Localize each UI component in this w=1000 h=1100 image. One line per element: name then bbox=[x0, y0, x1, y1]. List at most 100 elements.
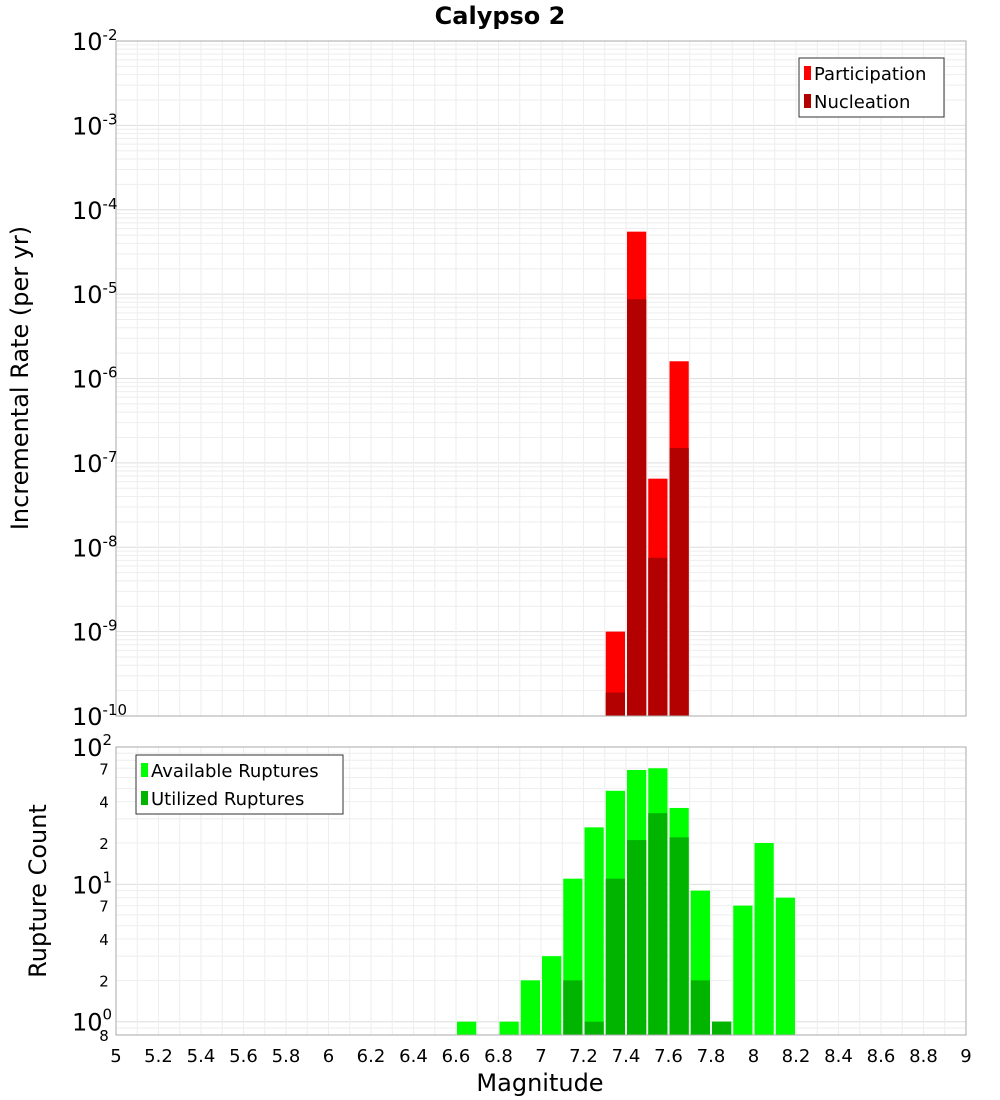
x-tick-label: 8 bbox=[748, 1046, 759, 1067]
bar-available-ruptures bbox=[542, 956, 562, 1035]
x-tick-label: 6.4 bbox=[399, 1046, 428, 1067]
y-tick-minor: 8 bbox=[99, 1027, 109, 1045]
y-tick-base: 10 bbox=[72, 197, 103, 225]
bar-available-ruptures bbox=[499, 1021, 519, 1035]
legend: Available Ruptures Utilized Ruptures bbox=[135, 754, 344, 815]
x-tick-label: 6 bbox=[323, 1046, 334, 1067]
y-tick-label: 10-9 bbox=[72, 617, 118, 647]
x-tick-label: 5.4 bbox=[187, 1046, 216, 1067]
bar-available-ruptures bbox=[457, 1021, 477, 1035]
y-tick-label: 101 bbox=[72, 868, 112, 899]
y-tick-base: 10 bbox=[72, 871, 103, 899]
y-tick-base: 10 bbox=[72, 1009, 103, 1037]
plot-frame bbox=[115, 746, 967, 1036]
y-tick-exp: -2 bbox=[103, 26, 118, 44]
y-tick-label: 102 bbox=[72, 731, 112, 762]
x-tick-label: 5.6 bbox=[229, 1046, 258, 1067]
legend-swatch bbox=[141, 763, 148, 777]
y-tick-label: 10-7 bbox=[72, 448, 118, 478]
y-tick-label: 10-8 bbox=[72, 532, 118, 562]
legend: Participation Nucleation bbox=[798, 57, 945, 118]
y-tick-minor: 2 bbox=[99, 835, 109, 853]
x-axis-label: Magnitude bbox=[476, 1069, 603, 1097]
y-tick-base: 10 bbox=[72, 703, 103, 731]
x-tick-label: 5.8 bbox=[272, 1046, 301, 1067]
legend-swatch bbox=[141, 791, 148, 805]
bar-utilized-ruptures bbox=[690, 980, 710, 1035]
x-tick-label: 8.2 bbox=[782, 1046, 811, 1067]
y-tick-label: 10-4 bbox=[72, 195, 118, 225]
legend-label: Utilized Ruptures bbox=[151, 789, 304, 810]
plot-frame bbox=[115, 40, 967, 717]
y-tick-base: 10 bbox=[72, 28, 103, 56]
x-tick-label: 6.8 bbox=[484, 1046, 513, 1067]
y-tick-exp: -10 bbox=[103, 701, 128, 719]
y-tick-base: 10 bbox=[72, 450, 103, 478]
grid bbox=[115, 747, 967, 1036]
bar-utilized-ruptures bbox=[605, 878, 625, 1035]
x-tick-label: 7.8 bbox=[697, 1046, 726, 1067]
y-tick-base: 10 bbox=[72, 281, 103, 309]
y-tick-base: 10 bbox=[72, 112, 103, 140]
y-tick-exp: 0 bbox=[103, 1006, 113, 1024]
bar-available-ruptures bbox=[584, 827, 604, 1035]
y-tick-base: 10 bbox=[72, 534, 103, 562]
y-tick-exp: -3 bbox=[103, 110, 118, 128]
y-tick-minor: 4 bbox=[99, 794, 109, 812]
y-tick-minor: 2 bbox=[99, 972, 109, 990]
legend-label: Participation bbox=[814, 64, 926, 85]
bars bbox=[457, 768, 795, 1035]
x-tick-label: 7 bbox=[535, 1046, 546, 1067]
legend-box bbox=[135, 754, 344, 815]
y-tick-label: 10-5 bbox=[72, 279, 118, 309]
y-tick-base: 10 bbox=[72, 366, 103, 394]
bar-nucleation bbox=[648, 557, 668, 716]
y-tick-minor: 7 bbox=[99, 760, 109, 778]
y-tick-minor: 4 bbox=[99, 931, 109, 949]
y-tick-label: 10-10 bbox=[72, 701, 127, 731]
bar-utilized-ruptures bbox=[712, 1021, 732, 1035]
bar-utilized-ruptures bbox=[584, 1021, 604, 1035]
x-tick-label: 7.4 bbox=[612, 1046, 641, 1067]
x-tick-label: 8.6 bbox=[867, 1046, 896, 1067]
y-tick-minor: 7 bbox=[99, 898, 109, 916]
x-tick-label: 5 bbox=[110, 1046, 121, 1067]
bar-utilized-ruptures bbox=[563, 980, 583, 1035]
x-tick-label: 9 bbox=[960, 1046, 971, 1067]
legend-swatch bbox=[804, 66, 811, 80]
x-tick-label: 8.8 bbox=[909, 1046, 938, 1067]
bar-nucleation bbox=[605, 692, 625, 716]
y-axis-label-top: Incremental Rate (per yr) bbox=[6, 226, 34, 530]
x-tick-label: 7.2 bbox=[569, 1046, 598, 1067]
chart-title: Calypso 2 bbox=[435, 2, 566, 30]
y-tick-exp: 1 bbox=[103, 868, 113, 886]
bar-available-ruptures bbox=[520, 980, 540, 1035]
bar-available-ruptures bbox=[754, 843, 774, 1035]
rate-plot: 10-210-310-410-510-610-710-810-910-10Par… bbox=[72, 26, 967, 731]
y-tick-exp: -9 bbox=[103, 617, 118, 635]
y-tick-base: 10 bbox=[72, 734, 103, 762]
y-tick-exp: -7 bbox=[103, 448, 118, 466]
y-tick-label: 10-2 bbox=[72, 26, 118, 56]
legend-label: Nucleation bbox=[814, 92, 910, 113]
bar-utilized-ruptures bbox=[669, 837, 689, 1035]
y-tick-base: 10 bbox=[72, 619, 103, 647]
y-tick-exp: -8 bbox=[103, 532, 118, 550]
y-tick-exp: -6 bbox=[103, 364, 118, 382]
x-tick-label: 5.2 bbox=[144, 1046, 173, 1067]
legend-swatch bbox=[804, 94, 811, 108]
bar-nucleation bbox=[669, 448, 689, 716]
bars bbox=[605, 231, 689, 716]
bar-available-ruptures bbox=[775, 897, 795, 1035]
legend-box bbox=[798, 57, 945, 118]
bar-utilized-ruptures bbox=[627, 840, 647, 1035]
x-axis: 5 5.2 5.4 5.6 5.8 6 6.2 6.4 6.6 6.8 7 7.2 7.4 7.6 7.8 8… bbox=[110, 1046, 971, 1067]
y-tick-exp: 2 bbox=[103, 731, 113, 749]
x-tick-label: 8.4 bbox=[824, 1046, 853, 1067]
y-tick-exp: -5 bbox=[103, 279, 118, 297]
bar-available-ruptures bbox=[733, 905, 753, 1035]
bar-nucleation bbox=[627, 299, 647, 716]
